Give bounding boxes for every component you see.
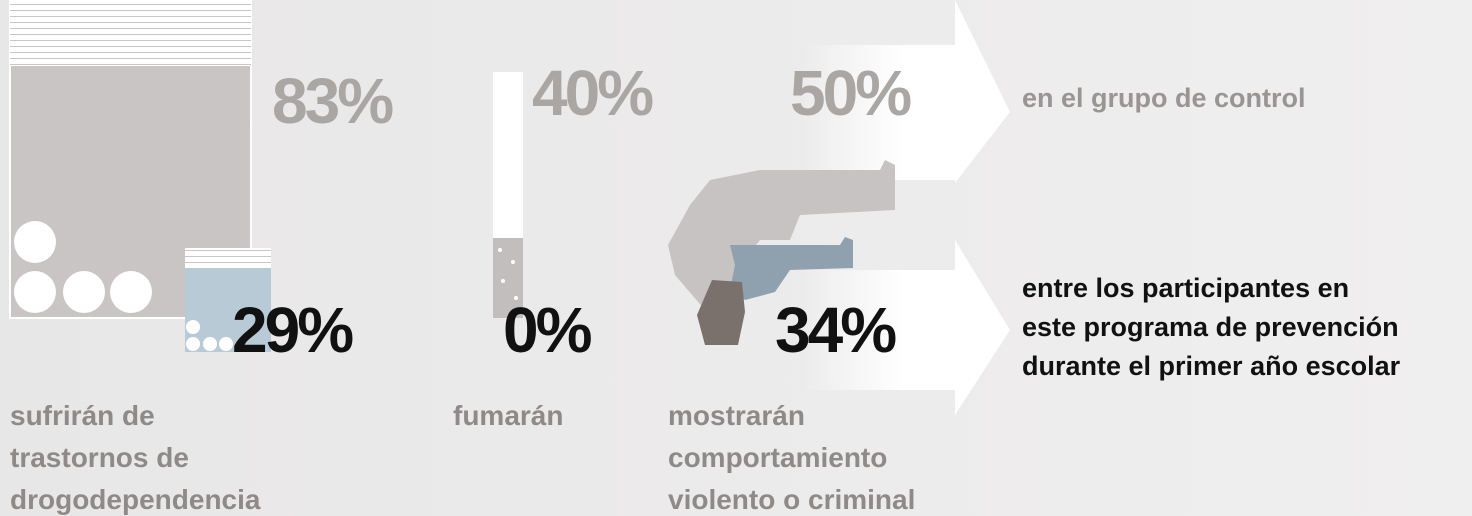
legend-program: este programa de prevención xyxy=(1022,312,1399,342)
legend-program: entre los participantes en xyxy=(1022,273,1349,303)
control-percent: 50% xyxy=(790,57,911,129)
program-percent: 34% xyxy=(775,294,896,366)
item-label: comportamiento xyxy=(668,442,887,473)
item-label: trastornos de xyxy=(10,442,189,473)
item-label: sufrirán de xyxy=(10,400,155,431)
cigarette xyxy=(493,72,523,318)
control-percent: 40% xyxy=(532,57,653,129)
item-label: violento o criminal xyxy=(668,484,915,515)
item-label: fumarán xyxy=(453,400,563,431)
infographic: 83% 29% 40% 0% 50% 34% en el grupo de co… xyxy=(0,0,1472,516)
legend-control: en el grupo de control xyxy=(1022,83,1306,113)
legend-program: durante el primer año escolar xyxy=(1022,351,1401,381)
item-label: mostrarán xyxy=(668,400,805,431)
program-percent: 0% xyxy=(503,294,592,366)
item-label: drogodependencia xyxy=(10,484,261,515)
control-percent: 83% xyxy=(272,65,393,137)
program-percent: 29% xyxy=(232,294,353,366)
